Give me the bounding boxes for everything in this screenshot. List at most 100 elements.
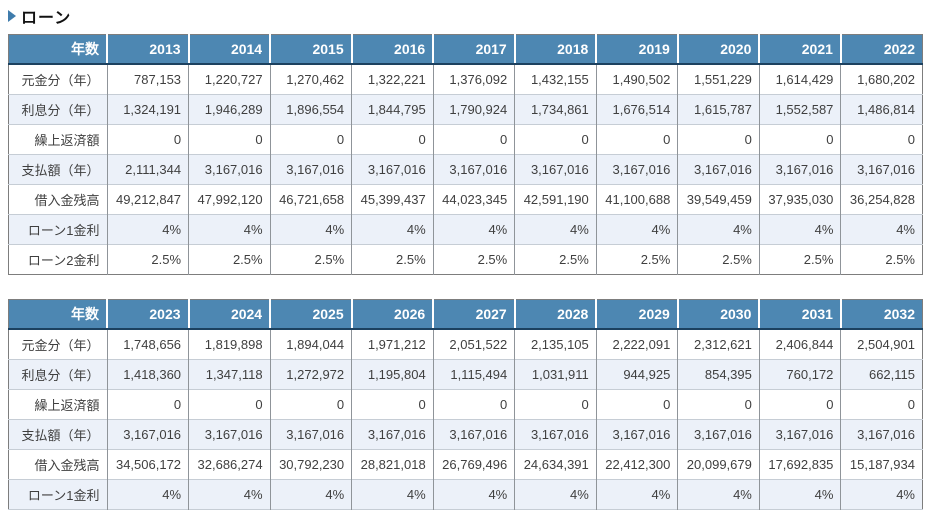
value-cell: 2,312,621 [677,329,760,360]
value-cell: 3,167,016 [106,419,189,450]
table-row: 繰上返済額 0 0 0 0 0 0 0 0 0 0 [8,124,923,155]
year-header-cell: 2026 [350,299,434,330]
value-cell: 28,821,018 [351,449,434,480]
value-cell: 2.5% [840,244,923,275]
value-cell: 20,099,679 [677,449,760,480]
value-cell: 2,406,844 [758,329,841,360]
value-cell: 41,100,688 [595,184,678,215]
table-row: 元金分（年） 1,748,656 1,819,898 1,894,044 1,971,2… [8,329,923,360]
value-cell: 4% [595,214,678,245]
value-cell: 0 [677,389,760,420]
value-cell: 662,115 [840,359,923,390]
value-cell: 3,167,016 [595,419,678,450]
value-cell: 2,504,901 [840,329,923,360]
value-cell: 32,686,274 [188,449,271,480]
row-label: 繰上返済額 [8,389,107,420]
year-header-cell: 2020 [676,34,760,65]
value-cell: 1,115,494 [432,359,515,390]
section-arrow-icon [8,10,16,22]
value-cell: 3,167,016 [432,154,515,185]
year-header-cell: 2032 [839,299,923,330]
value-cell: 3,167,016 [677,154,760,185]
table-row: 支払額（年） 3,167,016 3,167,016 3,167,016 3,167,0… [8,419,923,450]
value-cell: 4% [188,479,271,510]
year-header-cell: 2014 [187,34,271,65]
row-label: 支払額（年） [8,154,107,185]
value-cell: 4% [514,214,597,245]
year-header-cell: 2028 [513,299,597,330]
value-cell: 1,819,898 [188,329,271,360]
row-label: 元金分（年） [8,329,107,360]
value-cell: 37,935,030 [758,184,841,215]
value-cell: 1,376,092 [432,64,515,95]
value-cell: 4% [432,214,515,245]
row-label: 繰上返済額 [8,124,107,155]
value-cell: 0 [432,124,515,155]
value-cell: 15,187,934 [840,449,923,480]
value-cell: 2,111,344 [106,154,189,185]
value-cell: 4% [758,214,841,245]
year-axis-corner-label: 年数 [8,34,107,65]
value-cell: 854,395 [677,359,760,390]
value-cell: 3,167,016 [514,154,597,185]
value-cell: 0 [188,124,271,155]
year-header-cell: 2027 [432,299,515,330]
value-cell: 49,212,847 [106,184,189,215]
value-cell: 1,748,656 [106,329,189,360]
year-header-cell: 2031 [758,299,841,330]
value-cell: 3,167,016 [432,419,515,450]
table-row: 支払額（年） 2,111,344 3,167,016 3,167,016 3,167,0… [8,154,923,185]
row-label: 利息分（年） [8,359,107,390]
value-cell: 787,153 [106,64,189,95]
value-cell: 2.5% [269,244,352,275]
year-header-cell: 2018 [513,34,597,65]
loan-table-wrapper-1: 年数 2013 2014 2015 2016 2017 2018 2019 2020 2021 20… [8,34,923,275]
value-cell: 0 [269,124,352,155]
value-cell: 46,721,658 [269,184,352,215]
value-cell: 0 [351,389,434,420]
table-row: 繰上返済額 0 0 0 0 0 0 0 0 0 0 [8,389,923,420]
value-cell: 4% [188,214,271,245]
value-cell: 0 [758,389,841,420]
table-row: 借入金残高 34,506,172 32,686,274 30,792,230 28,82… [8,449,923,480]
value-cell: 4% [351,214,434,245]
value-cell: 2.5% [106,244,189,275]
value-cell: 0 [351,124,434,155]
value-cell: 1,615,787 [677,94,760,125]
table-row: ローン1金利 4% 4% 4% 4% 4% 4% 4% 4% 4% 4% [8,479,923,510]
value-cell: 3,167,016 [840,419,923,450]
value-cell: 4% [677,214,760,245]
year-header-cell: 2021 [758,34,841,65]
value-cell: 4% [269,479,352,510]
value-cell: 30,792,230 [269,449,352,480]
year-header-cell: 2023 [106,299,189,330]
value-cell: 2,222,091 [595,329,678,360]
value-cell: 4% [677,479,760,510]
value-cell: 22,412,300 [595,449,678,480]
value-cell: 1,031,911 [514,359,597,390]
value-cell: 4% [595,479,678,510]
value-cell: 42,591,190 [514,184,597,215]
row-label: 利息分（年） [8,94,107,125]
value-cell: 0 [106,124,189,155]
value-cell: 34,506,172 [106,449,189,480]
year-header-cell: 2016 [350,34,434,65]
row-label: 借入金残高 [8,184,107,215]
value-cell: 3,167,016 [514,419,597,450]
value-cell: 1,490,502 [595,64,678,95]
value-cell: 0 [840,389,923,420]
value-cell: 3,167,016 [758,154,841,185]
value-cell: 3,167,016 [758,419,841,450]
value-cell: 4% [269,214,352,245]
value-cell: 1,432,155 [514,64,597,95]
value-cell: 3,167,016 [351,419,434,450]
value-cell: 1,896,554 [269,94,352,125]
value-cell: 1,551,229 [677,64,760,95]
value-cell: 1,844,795 [351,94,434,125]
value-cell: 1,552,587 [758,94,841,125]
value-cell: 0 [677,124,760,155]
value-cell: 3,167,016 [840,154,923,185]
value-cell: 1,324,191 [106,94,189,125]
value-cell: 1,734,861 [514,94,597,125]
